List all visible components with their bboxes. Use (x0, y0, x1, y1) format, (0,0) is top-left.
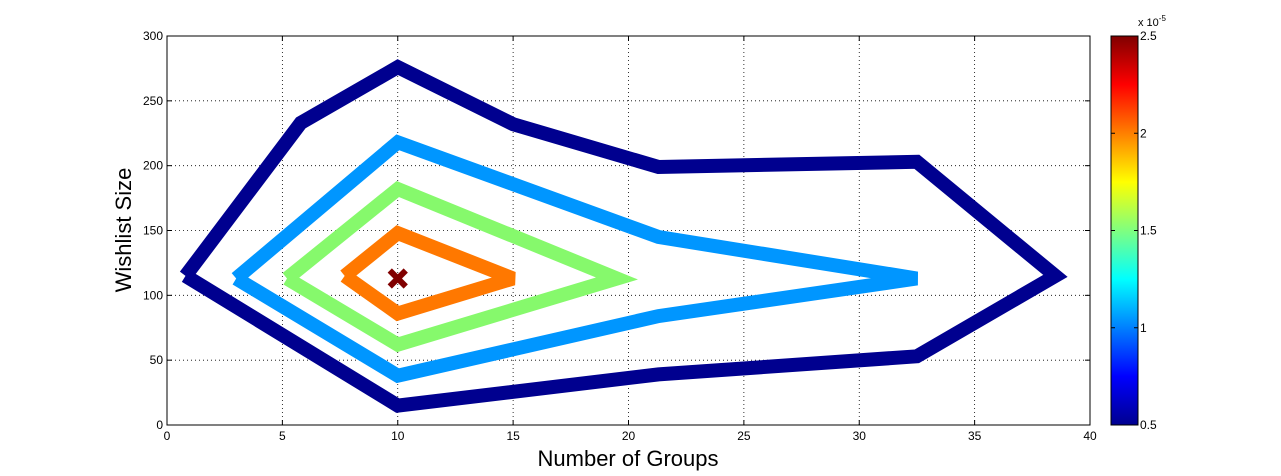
colorbar-tick-label: 0.5 (1140, 418, 1157, 432)
x-tick-label: 35 (968, 429, 982, 443)
colorbar-tick-label: 1.5 (1140, 224, 1157, 238)
colorbar-exponent: x 10-5 (1138, 14, 1166, 29)
x-tick-label: 20 (622, 429, 636, 443)
y-tick-label: 50 (150, 353, 164, 367)
peak-marker (387, 268, 408, 289)
x-tick-label: 30 (853, 429, 867, 443)
contour-lines (179, 59, 1068, 413)
y-tick-label: 200 (143, 159, 163, 173)
colorbar-tick-label: 2 (1140, 126, 1147, 140)
colorbar-tick-label: 1 (1140, 321, 1147, 335)
x-tick-label: 10 (391, 429, 405, 443)
x-axis-ticks: 0 5 10 15 20 25 30 35 40 (164, 36, 1097, 443)
y-tick-label: 0 (156, 418, 163, 432)
x-tick-label: 25 (737, 429, 751, 443)
contour-line (231, 134, 919, 384)
colorbar-ticks: 0.5 1 1.5 2 2.5 (1111, 29, 1157, 432)
x-axis-label: Number of Groups (538, 446, 719, 471)
y-tick-label: 100 (143, 288, 163, 302)
y-axis-label: Wishlist Size (111, 168, 136, 293)
y-tick-label: 150 (143, 224, 163, 238)
x-tick-label: 40 (1083, 429, 1097, 443)
peak-marker-stroke (387, 268, 408, 289)
x-tick-label: 5 (279, 429, 286, 443)
contour-line (340, 225, 516, 322)
grid-lines (167, 36, 1090, 425)
y-tick-label: 300 (143, 29, 163, 43)
x-tick-label: 15 (506, 429, 520, 443)
contour-line (179, 59, 1068, 413)
colorbar (1110, 35, 1139, 426)
y-axis-ticks: 0 50 100 150 200 250 300 (143, 29, 1090, 432)
y-tick-label: 250 (143, 94, 163, 108)
contour-line (282, 180, 638, 353)
colorbar-tick-label: 2.5 (1140, 29, 1157, 43)
x-tick-label: 0 (164, 429, 171, 443)
